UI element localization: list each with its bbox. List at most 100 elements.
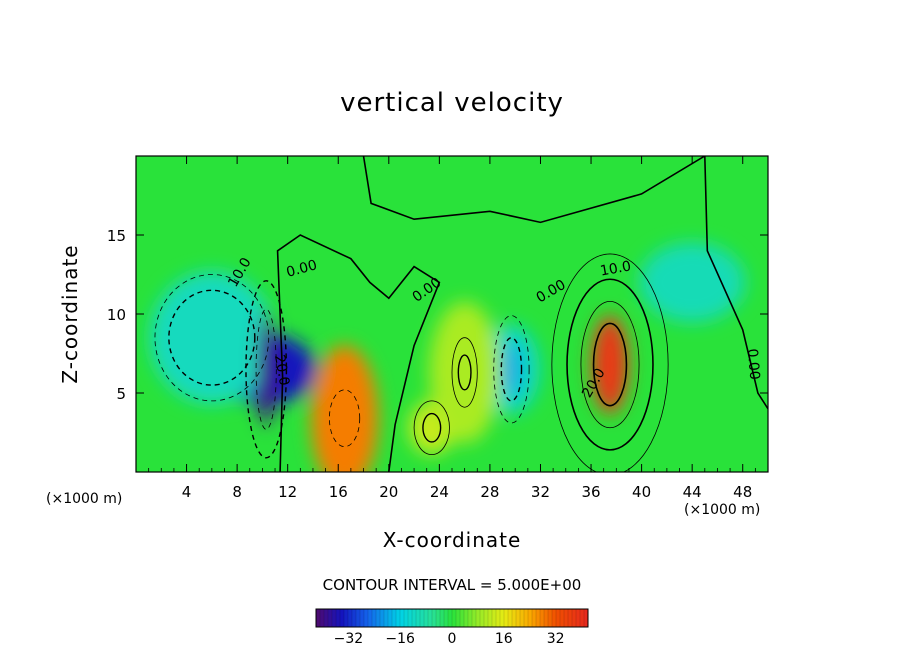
contour-label-7: 0.00	[744, 348, 763, 380]
colorbar: −32 −16 0 16 32	[315, 608, 589, 647]
colorbar-cell	[504, 609, 509, 627]
field-core-2	[502, 342, 521, 396]
colorbar-cell	[332, 609, 337, 627]
colorbar-cell	[348, 609, 353, 627]
colorbar-cell	[392, 609, 397, 627]
y-tick-label-1: 10	[107, 306, 126, 324]
colorbar-cell	[484, 609, 489, 627]
colorbar-cell	[464, 609, 469, 627]
contour-line-13	[422, 412, 442, 443]
colorbar-cell	[436, 609, 441, 627]
colorbar-tick-label-4: 32	[547, 631, 565, 647]
colorbar-cell	[532, 609, 537, 627]
colorbar-cell	[540, 609, 545, 627]
colorbar-cell	[452, 609, 457, 627]
chart-title: vertical velocity	[340, 88, 564, 118]
colorbar-cell	[356, 609, 361, 627]
colorbar-cell	[384, 609, 389, 627]
colorbar-cell	[344, 609, 349, 627]
field-blob-8	[429, 301, 501, 444]
x-axis-label: X-coordinate	[382, 528, 522, 552]
velocity-field	[136, 156, 768, 472]
x-tick-label-9: 40	[632, 483, 651, 501]
colorbar-frame	[315, 608, 589, 628]
colorbar-cell	[572, 609, 577, 627]
field-blob-0	[639, 242, 746, 323]
colorbar-cell	[380, 609, 385, 627]
x-unit-left: (×1000 m)	[46, 491, 123, 507]
colorbar-cell	[352, 609, 357, 627]
contour-line-7	[168, 289, 256, 386]
colorbar-cell	[468, 609, 473, 627]
colorbar-cell	[552, 609, 557, 627]
colorbar-cell	[536, 609, 541, 627]
colorbar-cell	[404, 609, 409, 627]
colorbar-cell	[528, 609, 533, 627]
colorbar-cell	[460, 609, 465, 627]
colorbar-cell	[580, 609, 585, 627]
colorbar-cell	[320, 609, 325, 627]
x-tick-label-4: 20	[379, 483, 398, 501]
colorbar-cell	[316, 609, 321, 627]
contour-line-9	[500, 336, 523, 402]
colorbar-cell	[520, 609, 525, 627]
colorbar-cell	[376, 609, 381, 627]
contour-line-zero	[276, 234, 441, 472]
colorbar-cell	[548, 609, 553, 627]
contour-lines	[154, 156, 768, 472]
contour-line-12	[413, 400, 450, 456]
contour-interval-note: CONTOUR INTERVAL = 5.000E+00	[322, 576, 582, 594]
y-tick-label-0: 5	[116, 385, 126, 403]
contour-line-1	[566, 278, 654, 451]
x-tick-label-3: 16	[329, 483, 348, 501]
contour-line-10	[451, 337, 478, 408]
colorbar-cell	[576, 609, 581, 627]
colorbar-cell	[440, 609, 445, 627]
contour-line-8	[493, 315, 530, 424]
contour-line-11	[457, 354, 472, 391]
contour-line-4	[245, 280, 288, 459]
colorbar-tick-label-2: 0	[448, 631, 457, 647]
x-tick-label-11: 48	[733, 483, 752, 501]
colorbar-cell	[428, 609, 433, 627]
field-blob-5	[310, 345, 379, 472]
contour-line-zero-top	[362, 156, 706, 224]
colorbar-cell	[508, 609, 513, 627]
x-tick-label-2: 12	[278, 483, 297, 501]
contour-line-2	[580, 300, 640, 429]
colorbar-cell	[368, 609, 373, 627]
contour-label-1: 0.00	[285, 257, 319, 281]
colorbar-cell	[516, 609, 521, 627]
colorbar-cell	[480, 609, 485, 627]
colorbar-cell	[408, 609, 413, 627]
colorbar-tick-label-3: 16	[495, 631, 513, 647]
colorbar-cell	[420, 609, 425, 627]
colorbar-cell	[432, 609, 437, 627]
colorbar-cell	[396, 609, 401, 627]
colorbar-cell	[544, 609, 549, 627]
y-axis-label: Z-coordinate	[58, 244, 82, 384]
colorbar-cell	[444, 609, 449, 627]
colorbar-cell	[568, 609, 573, 627]
colorbar-tick-label-0: −32	[334, 631, 364, 647]
x-tick-label-5: 24	[430, 483, 449, 501]
colorbar-cell	[524, 609, 529, 627]
contour-line-6	[154, 274, 270, 402]
colorbar-cell	[448, 609, 453, 627]
colorbar-cell	[492, 609, 497, 627]
colorbar-cell	[364, 609, 369, 627]
colorbar-cell	[564, 609, 569, 627]
x-tick-label-6: 28	[480, 483, 499, 501]
colorbar-tick-label-1: −16	[385, 631, 415, 647]
colorbar-cell	[372, 609, 377, 627]
colorbar-cell	[472, 609, 477, 627]
y-tick-label-2: 15	[107, 227, 126, 245]
colorbar-cell	[360, 609, 365, 627]
colorbar-cell	[584, 609, 589, 627]
colorbar-cell	[416, 609, 421, 627]
colorbar-cell	[556, 609, 561, 627]
colorbar-cell	[328, 609, 333, 627]
colorbar-cell	[456, 609, 461, 627]
